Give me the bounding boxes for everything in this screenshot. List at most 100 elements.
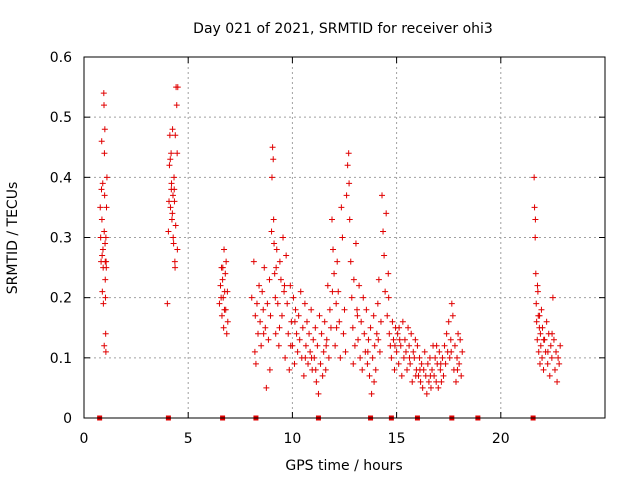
data-point — [348, 294, 355, 301]
data-point — [341, 306, 348, 313]
data-point — [364, 360, 371, 367]
data-point — [324, 282, 331, 289]
data-point — [308, 354, 315, 361]
data-point — [302, 342, 309, 349]
data-point — [167, 156, 174, 163]
data-point — [333, 324, 340, 331]
data-point — [432, 354, 439, 361]
data-point — [337, 354, 344, 361]
data-point — [329, 288, 336, 295]
data-point — [549, 294, 556, 301]
data-point — [321, 318, 328, 325]
y-axis-label: SRMTID / TECUs — [5, 182, 21, 295]
data-point — [294, 348, 301, 355]
data-point — [375, 336, 382, 343]
data-point — [433, 378, 440, 385]
data-point — [412, 336, 419, 343]
data-point — [436, 348, 443, 355]
data-point — [399, 318, 406, 325]
data-point — [281, 282, 288, 289]
data-point — [217, 282, 224, 289]
data-point — [357, 354, 364, 361]
data-point — [102, 294, 109, 301]
data-point — [409, 378, 416, 385]
data-point — [455, 330, 462, 337]
data-point — [103, 204, 110, 211]
data-point — [438, 378, 445, 385]
data-point — [393, 348, 400, 355]
data-point — [252, 360, 259, 367]
data-point — [456, 360, 463, 367]
data-point — [391, 366, 398, 373]
data-point — [389, 318, 396, 325]
data-point — [264, 300, 271, 307]
data-point — [169, 126, 176, 133]
data-point — [267, 312, 274, 319]
data-point — [376, 348, 383, 355]
data-point — [332, 342, 339, 349]
data-point — [220, 324, 227, 331]
data-point — [102, 258, 109, 265]
data-point — [219, 276, 226, 283]
data-point — [98, 138, 105, 145]
data-point — [439, 354, 446, 361]
data-point — [303, 318, 310, 325]
data-point — [360, 294, 367, 301]
data-point — [169, 210, 176, 217]
data-point — [172, 222, 179, 229]
data-point — [223, 258, 230, 265]
data-point — [322, 366, 329, 373]
data-point — [326, 306, 333, 313]
data-point — [171, 174, 178, 181]
data-point — [414, 342, 421, 349]
data-point — [263, 384, 270, 391]
data-point — [102, 276, 109, 283]
data-point — [102, 330, 109, 337]
data-point — [532, 234, 539, 241]
data-point — [218, 312, 225, 319]
y-tick-label: 0.6 — [50, 50, 72, 66]
data-point — [451, 342, 458, 349]
data-point — [380, 228, 387, 235]
data-point — [421, 348, 428, 355]
data-point — [167, 204, 174, 211]
data-point — [555, 354, 562, 361]
data-point — [358, 318, 365, 325]
data-point — [260, 306, 267, 313]
data-point — [101, 150, 108, 157]
x-tick-label: 20 — [492, 431, 510, 447]
data-point — [349, 324, 356, 331]
data-point — [301, 300, 308, 307]
data-point — [256, 282, 263, 289]
data-point — [295, 312, 302, 319]
data-point — [223, 330, 230, 337]
y-tick-label: 0.3 — [50, 231, 72, 247]
data-point — [435, 384, 442, 391]
data-point — [398, 372, 405, 379]
data-point — [372, 366, 379, 373]
data-point — [412, 372, 419, 379]
data-point — [396, 324, 403, 331]
data-point — [252, 312, 259, 319]
data-point — [532, 216, 539, 223]
data-point — [347, 258, 354, 265]
data-point — [395, 360, 402, 367]
data-point — [440, 372, 447, 379]
data-point — [336, 318, 343, 325]
data-point — [532, 270, 539, 277]
data-point — [391, 342, 398, 349]
data-point — [102, 348, 109, 355]
data-point — [281, 288, 288, 295]
data-point — [99, 288, 106, 295]
data-point — [354, 312, 361, 319]
data-point — [374, 300, 381, 307]
data-point — [323, 336, 330, 343]
data-point — [531, 204, 538, 211]
data-point — [102, 240, 109, 247]
data-point — [271, 240, 278, 247]
data-point — [536, 312, 543, 319]
data-point — [354, 306, 361, 313]
data-point — [261, 264, 268, 271]
data-point — [454, 366, 461, 373]
data-point — [278, 312, 285, 319]
